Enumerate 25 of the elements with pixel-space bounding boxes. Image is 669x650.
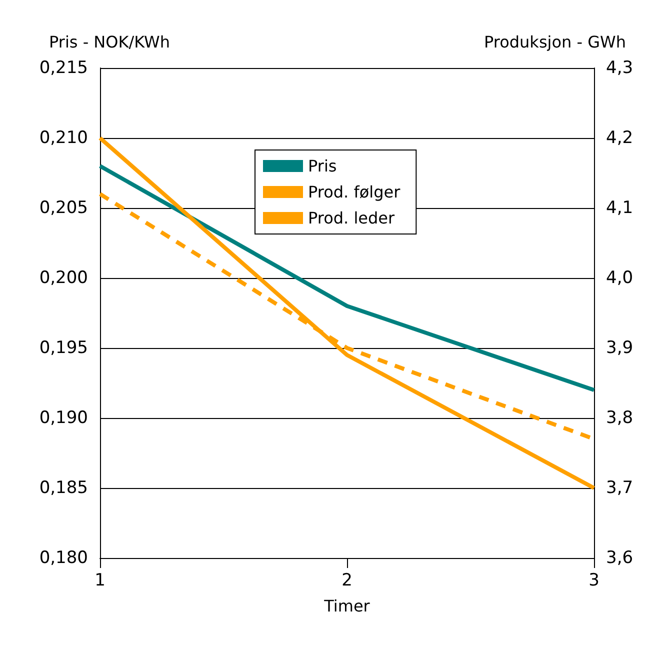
y-tick-label: 0,210: [39, 128, 88, 148]
y-tick-label: 0,190: [39, 408, 88, 428]
y2-axis-title: Produksjon - GWh: [484, 32, 626, 52]
x-tick-label: 3: [588, 570, 600, 590]
x-tick-label: 2: [342, 570, 352, 590]
y2-tick-label: 3,6: [606, 548, 634, 568]
y-tick-label: 0,200: [39, 268, 88, 288]
y2-tick-label: 4,2: [606, 128, 634, 148]
legend-label: Prod. leder: [308, 208, 395, 228]
y2-tick-label: 3,7: [606, 478, 634, 498]
x-axis-title: Timer: [323, 596, 370, 616]
y2-tick-label: 4,3: [606, 58, 634, 78]
y-tick-label: 0,180: [39, 548, 88, 568]
y-tick-label: 0,185: [39, 478, 88, 498]
y-tick-label: 0,215: [39, 58, 88, 78]
y2-tick-label: 4,0: [606, 268, 634, 288]
legend-label: Pris: [308, 156, 337, 176]
y-tick-label: 0,195: [39, 338, 88, 358]
legend-label: Prod. følger: [308, 182, 401, 202]
y2-tick-label: 3,9: [606, 338, 634, 358]
y2-tick-label: 3,8: [606, 408, 634, 428]
x-tick-label: 1: [94, 570, 106, 590]
y2-tick-label: 4,1: [606, 198, 634, 218]
y-axis-title: Pris - NOK/KWh: [49, 32, 170, 52]
y-tick-label: 0,205: [39, 198, 88, 218]
